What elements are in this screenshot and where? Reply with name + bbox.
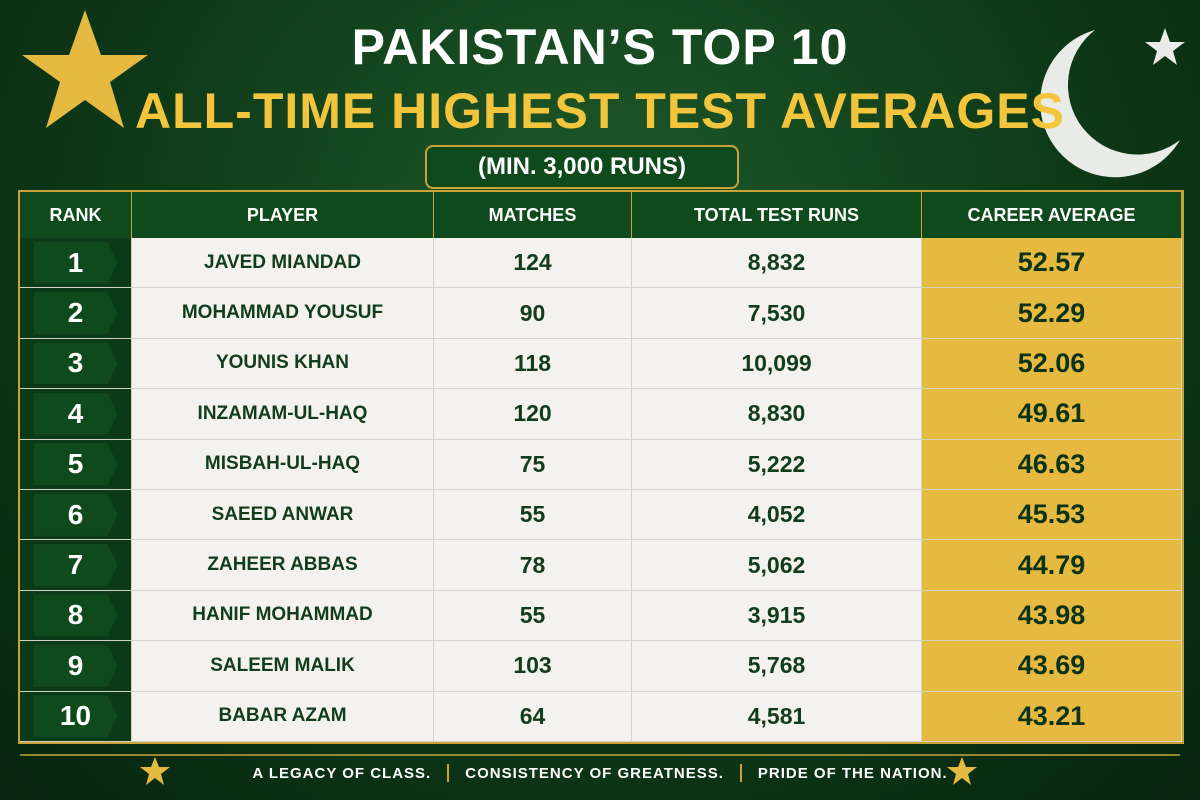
rank-cell: 8 <box>20 590 132 642</box>
table-row: 9 SALEEM MALIK 103 5,768 43.69 <box>20 641 1182 692</box>
rank-cell: 3 <box>20 338 132 390</box>
matches: 78 <box>434 540 632 591</box>
logo-star <box>22 10 148 128</box>
title: ALL-TIME HIGHEST TEST AVERAGES <box>134 83 1066 139</box>
crescent <box>1040 30 1180 178</box>
player-name: BABAR AZAM <box>132 691 434 742</box>
total-runs: 3,915 <box>632 590 922 642</box>
career-average: 52.06 <box>922 338 1182 390</box>
table-row: 8 HANIF MOHAMMAD 55 3,915 43.98 <box>20 590 1182 642</box>
career-average: 43.21 <box>922 691 1182 742</box>
rank-cell: 1 <box>20 238 132 289</box>
total-runs: 5,222 <box>632 439 922 490</box>
player-name: JAVED MIANDAD <box>132 238 434 289</box>
player-name: MISBAH-UL-HAQ <box>132 439 434 490</box>
table-row: 1 JAVED MIANDAD 124 8,832 52.57 <box>20 238 1182 289</box>
rank-cell: 7 <box>20 540 132 591</box>
matches: 120 <box>434 389 632 440</box>
total-runs: 7,530 <box>632 288 922 339</box>
separator <box>739 764 742 782</box>
rank-cell: 9 <box>20 641 132 692</box>
footer: A LEGACY OF CLASS. CONSISTENCY OF GREATNE… <box>0 760 1200 786</box>
matches: 90 <box>434 288 632 339</box>
matches: 64 <box>434 691 632 742</box>
career-average: 43.69 <box>922 641 1182 692</box>
footer-item: A LEGACY OF CLASS. <box>252 764 432 782</box>
rank-badge: 8 <box>33 594 118 637</box>
career-average: 49.61 <box>922 389 1182 440</box>
matches: 118 <box>434 338 632 390</box>
matches: 124 <box>434 238 632 289</box>
column-header: TOTAL TEST RUNS <box>632 192 922 238</box>
rank-badge: 4 <box>33 392 118 435</box>
matches: 55 <box>434 590 632 642</box>
matches: 55 <box>434 490 632 541</box>
rank-badge: 5 <box>33 443 118 486</box>
rank-badge: 7 <box>33 544 118 587</box>
column-header: RANK <box>20 192 132 238</box>
footer-item: PRIDE OF THE NATION. <box>757 764 948 782</box>
rank-badge: 2 <box>33 292 118 335</box>
total-runs: 10,099 <box>632 338 922 390</box>
flag-star <box>1145 28 1185 65</box>
separator <box>447 764 450 782</box>
total-runs: 4,052 <box>632 490 922 541</box>
column-header: PLAYER <box>132 192 434 238</box>
matches: 75 <box>434 439 632 490</box>
table-row: 4 INZAMAM-UL-HAQ 120 8,830 49.61 <box>20 389 1182 440</box>
player-name: MOHAMMAD YOUSUF <box>132 288 434 339</box>
table-row: 10 BABAR AZAM 64 4,581 43.21 <box>20 691 1182 742</box>
rank-badge: 1 <box>33 241 118 284</box>
column-header: CAREER AVERAGE <box>922 192 1182 238</box>
career-average: 45.53 <box>922 490 1182 541</box>
player-name: YOUNIS KHAN <box>132 338 434 390</box>
player-name: SALEEM MALIK <box>132 641 434 692</box>
footer-star <box>140 757 170 785</box>
column-header: MATCHES <box>434 192 632 238</box>
table-row: 2 MOHAMMAD YOUSUF 90 7,530 52.29 <box>20 288 1182 339</box>
rank-cell: 4 <box>20 389 132 440</box>
title: PAKISTAN’S TOP 10 <box>351 19 849 75</box>
table-row: 6 SAEED ANWAR 55 4,052 45.53 <box>20 490 1182 541</box>
player-name: HANIF MOHAMMAD <box>132 590 434 642</box>
total-runs: 8,832 <box>632 238 922 289</box>
rank-cell: 5 <box>20 439 132 490</box>
career-average: 52.29 <box>922 288 1182 339</box>
career-average: 46.63 <box>922 439 1182 490</box>
table-row: 3 YOUNIS KHAN 118 10,099 52.06 <box>20 338 1182 390</box>
total-runs: 5,062 <box>632 540 922 591</box>
total-runs: 8,830 <box>632 389 922 440</box>
rank-cell: 10 <box>20 691 132 742</box>
rank-cell: 6 <box>20 490 132 541</box>
player-name: SAEED ANWAR <box>132 490 434 541</box>
footer-star <box>947 757 977 785</box>
table: RANK PLAYER MATCHES TOTAL TEST RUNS CAREER A… <box>18 190 1184 744</box>
matches: 103 <box>434 641 632 692</box>
career-average: 43.98 <box>922 590 1182 642</box>
career-average: 44.79 <box>922 540 1182 591</box>
player-name: ZAHEER ABBAS <box>132 540 434 591</box>
table-row: 5 MISBAH-UL-HAQ 75 5,222 46.63 <box>20 439 1182 490</box>
subtitle: (MIN. 3,000 RUNS) <box>425 145 739 189</box>
career-average: 52.57 <box>922 238 1182 289</box>
footer-item: CONSISTENCY OF GREATNESS. <box>465 764 724 782</box>
table-row: 7 ZAHEER ABBAS 78 5,062 44.79 <box>20 540 1182 591</box>
rank-badge: 6 <box>33 493 118 536</box>
rank-badge: 9 <box>33 644 118 687</box>
total-runs: 4,581 <box>632 691 922 742</box>
rank-badge: 10 <box>33 695 118 738</box>
rank-cell: 2 <box>20 288 132 339</box>
player-name: INZAMAM-UL-HAQ <box>132 389 434 440</box>
header-row: RANK PLAYER MATCHES TOTAL TEST RUNS CAREER A… <box>20 192 1182 238</box>
rank-badge: 3 <box>33 342 118 385</box>
total-runs: 5,768 <box>632 641 922 692</box>
